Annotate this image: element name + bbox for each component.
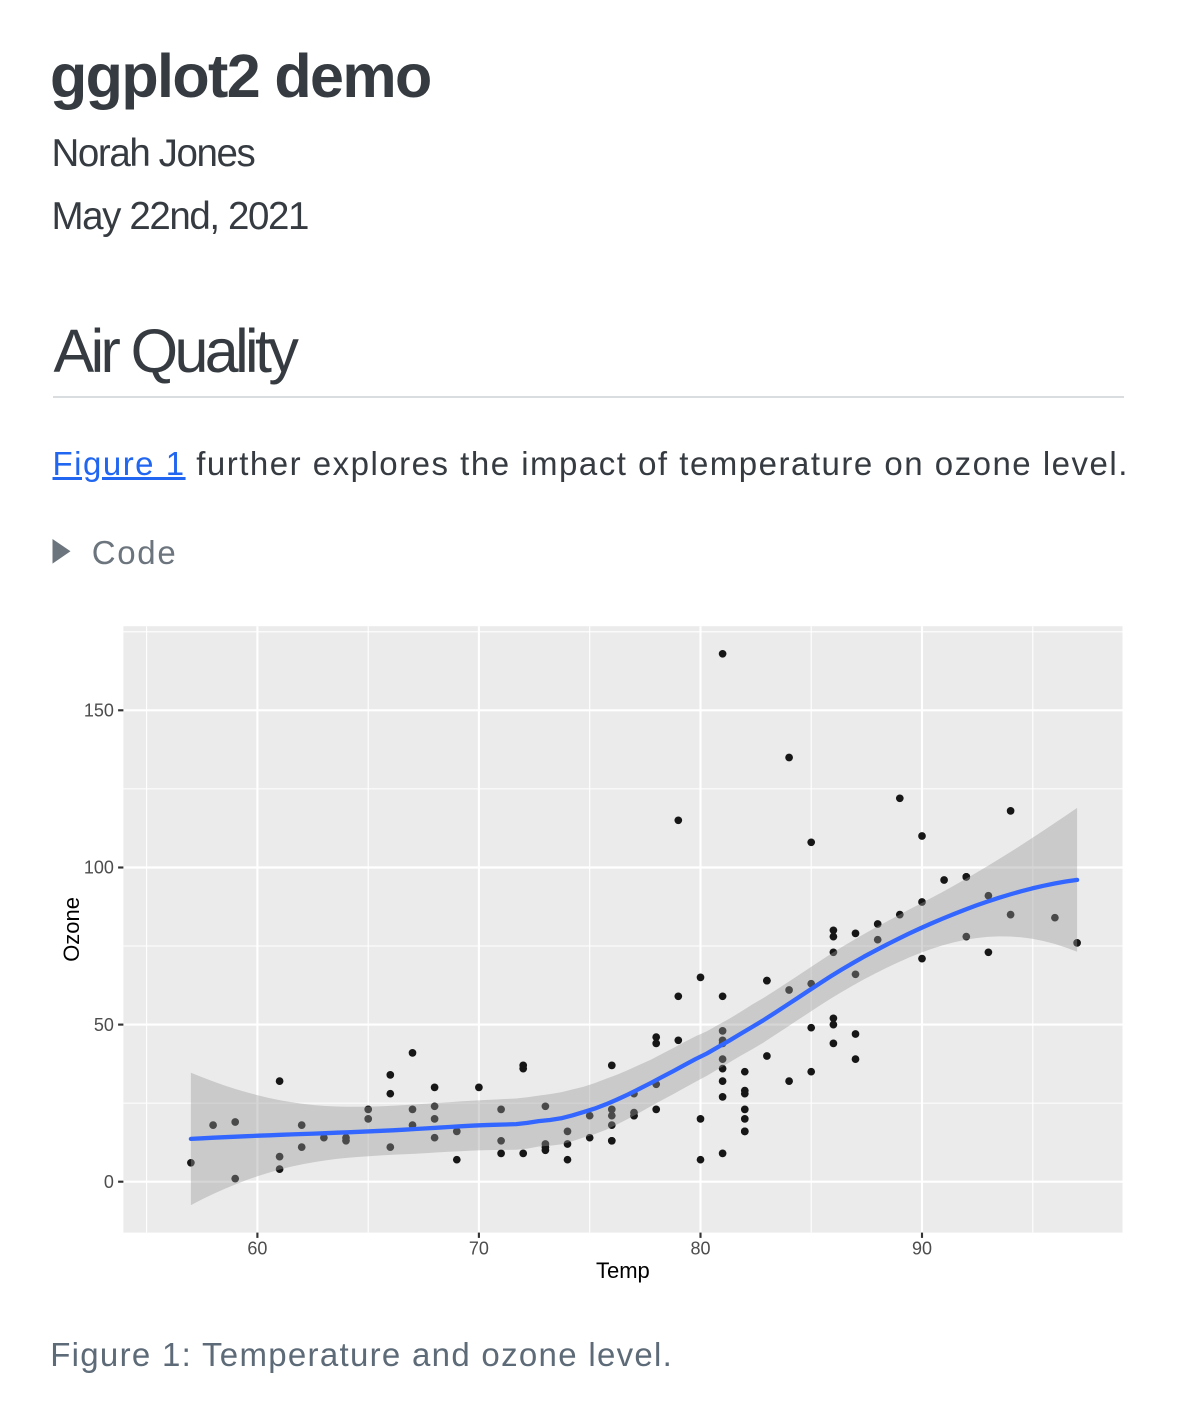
svg-text:150: 150 (84, 701, 114, 721)
svg-text:80: 80 (690, 1238, 710, 1258)
svg-text:60: 60 (247, 1238, 267, 1258)
svg-text:Ozone: Ozone (59, 897, 84, 962)
svg-text:90: 90 (912, 1238, 932, 1258)
svg-text:0: 0 (104, 1172, 114, 1192)
svg-text:70: 70 (469, 1238, 489, 1258)
svg-text:100: 100 (84, 858, 114, 878)
svg-text:50: 50 (94, 1015, 114, 1035)
svg-text:Temp: Temp (596, 1258, 650, 1283)
